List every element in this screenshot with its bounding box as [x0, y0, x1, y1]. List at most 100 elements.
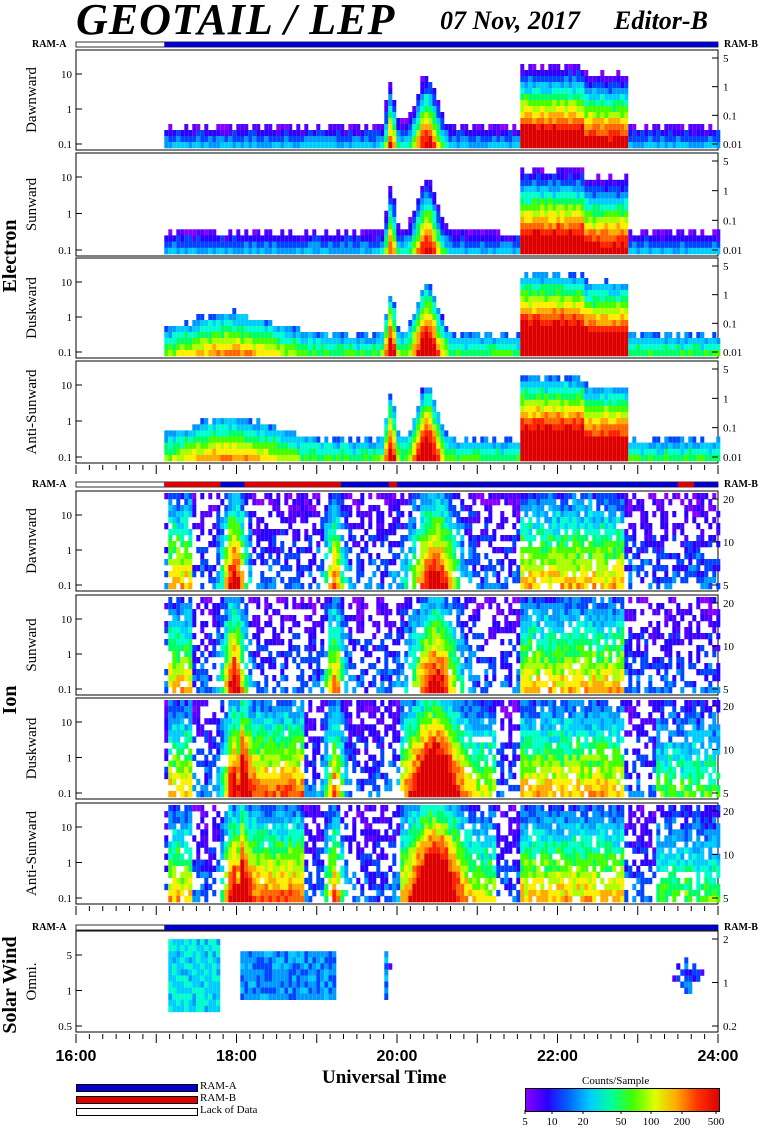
electron-duskward-cell — [676, 332, 681, 339]
ion-dawnward-cell — [488, 565, 493, 572]
ion-dawnward-cell — [496, 523, 501, 530]
ion-dawnward-cell — [228, 505, 233, 512]
electron-duskward-cell — [540, 350, 545, 357]
ion-dawnward-cell — [352, 583, 357, 590]
electron-duskward-cell — [708, 350, 713, 357]
electron-sunward-cell — [560, 198, 565, 205]
electron-duskward-cell — [228, 350, 233, 357]
electron-anti-sunward-cell — [600, 418, 605, 425]
electron-anti-sunward-cell — [544, 387, 549, 394]
electron-duskward-cell — [432, 344, 437, 351]
electron-sunward-cell — [432, 235, 437, 242]
electron-dawnward-cell — [204, 136, 209, 143]
ion-dawnward-cell — [252, 547, 257, 554]
electron-duskward-cell — [692, 344, 697, 351]
electron-anti-sunward-cell — [492, 448, 497, 456]
electron-sunward-cell — [592, 204, 597, 211]
electron-duskward-cell — [580, 302, 585, 309]
electron-anti-sunward-cell — [640, 448, 645, 456]
electron-sunward-cell — [564, 235, 569, 242]
electron-anti-sunward-cell — [304, 442, 309, 449]
electron-anti-sunward-cell — [548, 454, 553, 462]
ion-dawnward-cell — [332, 523, 337, 530]
electron-anti-sunward-cell — [560, 436, 565, 443]
electron-duskward-cell — [432, 302, 437, 309]
ion-dawnward-cell — [216, 559, 221, 566]
ion-dawnward-cell — [424, 565, 429, 572]
ion-dawnward-cell — [312, 559, 317, 566]
ion-dawnward-cell — [416, 577, 421, 584]
ion-dawnward-cell — [624, 565, 629, 572]
electron-duskward-cell — [212, 344, 217, 351]
electron-sunward-cell — [404, 241, 409, 249]
electron-dawnward-cell — [564, 106, 569, 113]
electron-sunward-cell — [428, 204, 433, 211]
electron-sunward-cell — [196, 247, 201, 255]
electron-sunward-cell — [648, 241, 653, 249]
electron-sunward-cell — [392, 247, 397, 255]
ion-dawnward-cell — [252, 499, 257, 506]
electron-anti-sunward-cell — [608, 393, 613, 400]
ion-dawnward-cell — [232, 559, 237, 566]
ion-dawnward-cell — [456, 529, 461, 536]
electron-anti-sunward-cell — [248, 436, 253, 443]
electron-sunward-cell — [532, 247, 537, 255]
electron-duskward-cell — [612, 344, 617, 351]
electron-dawnward-cell — [612, 82, 617, 89]
electron-anti-sunward-cell — [324, 442, 329, 449]
electron-sunward-cell — [304, 241, 309, 249]
electron-sunward-cell — [608, 229, 613, 236]
electron-anti-sunward-cell — [532, 430, 537, 437]
electron-anti-sunward-cell — [696, 454, 701, 462]
ion-dawnward-cell — [240, 583, 245, 590]
electron-sunward-cell — [552, 173, 557, 181]
ion-dawnward-cell — [424, 493, 429, 500]
ion-dawnward-cell — [448, 493, 453, 500]
ion-dawnward-cell — [236, 517, 241, 524]
electron-anti-sunward-cell — [376, 436, 381, 443]
electron-duskward-cell — [412, 320, 417, 327]
ion-dawnward-cell — [540, 565, 545, 572]
electron-anti-sunward-cell — [340, 442, 345, 449]
electron-duskward-cell — [424, 326, 429, 333]
electron-dawnward-cell — [448, 136, 453, 143]
electron-sunward-cell — [520, 185, 525, 193]
electron-anti-sunward-cell — [408, 436, 413, 443]
ion-dawnward-cell — [324, 535, 329, 542]
electron-anti-sunward-cell — [220, 436, 225, 443]
electron-anti-sunward-cell — [336, 448, 341, 456]
ion-dawnward-cell — [300, 571, 305, 578]
electron-duskward-cell — [432, 296, 437, 303]
ion-dawnward-cell — [444, 553, 449, 560]
ion-dawnward-cell — [596, 517, 601, 524]
electron-duskward-cell — [588, 284, 593, 291]
electron-dawnward-cell — [468, 142, 473, 149]
electron-anti-sunward-cell — [596, 418, 601, 425]
ion-dawnward-cell — [580, 553, 585, 560]
ion-dawnward-cell — [472, 535, 477, 542]
electron-dawnward-cell — [192, 142, 197, 149]
electron-duskward-cell — [412, 332, 417, 339]
electron-anti-sunward-cell — [400, 448, 405, 456]
electron-duskward-cell — [240, 350, 245, 357]
ion-dawnward-cell — [236, 583, 241, 590]
electron-dawnward-cell — [240, 136, 245, 143]
ion-dawnward-cell — [536, 571, 541, 578]
electron-dawnward-cell — [668, 124, 673, 131]
electron-duskward-cell — [288, 344, 293, 351]
ion-dawnward-cell — [220, 577, 225, 584]
ion-dawnward-cell — [172, 577, 177, 584]
ion-dawnward-cell — [176, 565, 181, 572]
electron-sunward-cell — [592, 223, 597, 230]
electron-duskward-cell — [376, 344, 381, 351]
ion-dawnward-cell — [508, 499, 513, 506]
ion-dawnward-cell — [520, 577, 525, 584]
electron-duskward-cell — [656, 344, 661, 351]
electron-anti-sunward-cell — [400, 454, 405, 462]
electron-sunward-cell — [208, 229, 213, 236]
ion-dawnward-cell — [332, 547, 337, 554]
electron-duskward-cell — [428, 314, 433, 321]
ion-dawnward-cell — [452, 511, 457, 518]
electron-dawnward-cell — [680, 142, 685, 149]
electron-sunward-cell — [528, 223, 533, 230]
